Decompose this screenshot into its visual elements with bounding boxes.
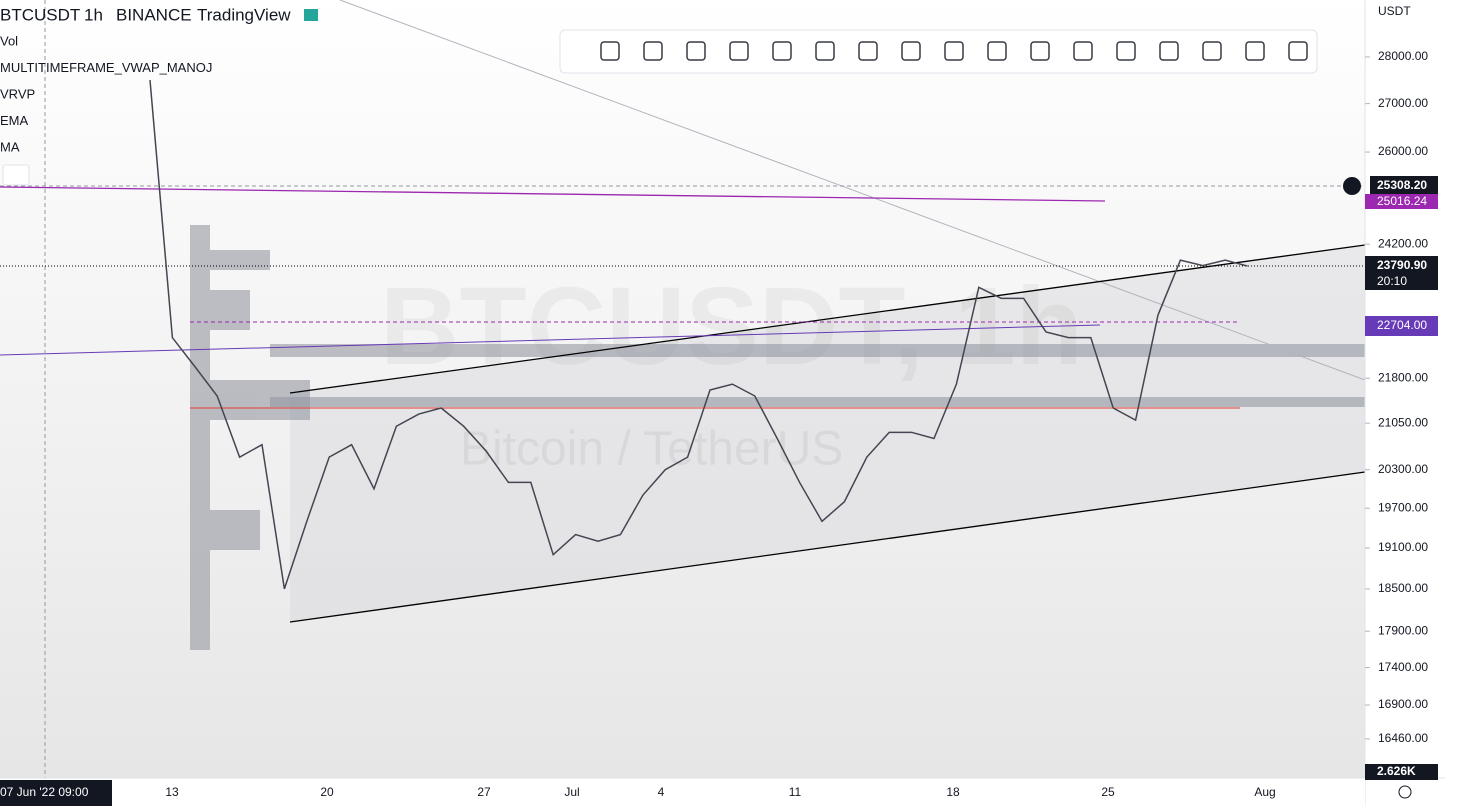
time-axis [0,778,1365,806]
x-tick-label: Jul [564,785,579,799]
y-tick-label: 26000.00 [1378,144,1428,158]
y-tick-label: 20300.00 [1378,462,1428,476]
x-tick-label: 4 [658,785,665,799]
collapse-button[interactable] [2,164,30,186]
tool-icon[interactable] [1202,41,1222,61]
vwap-price: 25016.24 [1377,194,1427,208]
watermark: BTCUSDT, 1h [380,265,1083,388]
trend-line [339,0,1366,381]
y-tick-label: 16900.00 [1378,697,1428,711]
vwap-line [0,186,1106,202]
indicator-label[interactable]: MULTITIMEFRAME_VWAP_MANOJ [0,60,212,75]
y-tick-label: 19100.00 [1378,540,1428,554]
tools [600,41,1308,61]
tag [1365,316,1438,336]
add-button[interactable] [1343,177,1361,195]
zone [270,397,1365,407]
tool-icon[interactable] [643,41,663,61]
platform: TradingView [197,5,291,24]
y-tick-label: 28000.00 [1378,49,1428,63]
channel-upper [289,244,1366,394]
tool-icon[interactable] [600,41,620,61]
y-tick-label: 21050.00 [1378,415,1428,429]
indicator-label[interactable]: Vol [0,33,18,48]
y-tick-label: 17400.00 [1378,660,1428,674]
settings-icon[interactable] [1398,785,1412,799]
tool-icon[interactable] [1116,41,1136,61]
tool-icon[interactable] [772,41,792,61]
volume-tag: 2.626K [1377,764,1416,778]
x-tick-label: 18 [946,785,960,799]
channel-lower [289,471,1366,623]
exchange: BINANCE [116,5,192,24]
zone [270,344,1365,357]
x-tick-label: 25 [1101,785,1115,799]
x-tick-label: 13 [165,785,179,799]
header: BTCUSDT 1h BINANCE TradingView [0,5,318,24]
y-tick-label: 17900.00 [1378,623,1428,637]
tag [1365,194,1438,209]
tool-icon[interactable] [1288,41,1308,61]
tool-icon[interactable] [858,41,878,61]
tool-icon[interactable] [1245,41,1265,61]
drawing-toolbar [559,29,1318,74]
currency[interactable]: USDT [1378,4,1411,18]
indicator-label[interactable]: VRVP [0,86,35,101]
price-axis [1365,0,1445,778]
tool-icon[interactable] [729,41,749,61]
tool-icon[interactable] [901,41,921,61]
indicator-label[interactable]: EMA [0,113,29,128]
y-tick-label: 16460.00 [1378,731,1428,745]
y-tick-label: 27000.00 [1378,96,1428,110]
indicators: Vol MULTITIMEFRAME_VWAP_MANOJ VRVP EMA MA [0,33,212,154]
crosshair-time: 07 Jun '22 09:00 [0,785,89,799]
tool-icon[interactable] [944,41,964,61]
symbol: BTCUSDT [0,5,80,24]
x-tick-label: 11 [789,785,802,799]
last-price: 23790.90 [1377,258,1427,272]
countdown: 20:10 [1377,274,1407,288]
vwap-line [0,324,1101,356]
price-plot [149,80,1248,590]
tool-icon[interactable] [686,41,706,61]
indicator-label[interactable]: MA [0,139,20,154]
channel-fill [290,245,1365,622]
tag [1365,764,1438,780]
flag [304,9,318,21]
y-tick-label: 24200.00 [1378,236,1428,250]
tag [1365,256,1438,290]
crosshair-price: 25308.20 [1377,178,1427,192]
x-tick-label: 27 [477,785,491,799]
interval: 1h [84,5,103,24]
tool-icon[interactable] [1073,41,1093,61]
y-tick-label: 19700.00 [1378,500,1428,514]
tool-icon[interactable] [1159,41,1179,61]
time-tag [0,780,112,806]
level-price: 22704.00 [1377,318,1427,332]
y-tick-label: 21800.00 [1378,370,1428,384]
tool-icon[interactable] [987,41,1007,61]
x-tick-label: Aug [1254,785,1275,799]
tool-icon[interactable] [1030,41,1050,61]
tag [1370,176,1438,196]
price-line [149,80,1248,590]
x-tick-label: 20 [320,785,334,799]
y-axis-ticks: 28000.00 27000.00 26000.00 24200.00 21800.00… [1365,49,1428,745]
watermark-sub: Bitcoin / TetherUS [460,423,843,476]
tool-icon[interactable] [815,41,835,61]
y-tick-label: 18500.00 [1378,581,1428,595]
x-axis-ticks: 13 20 27 Jul 4 11 18 25 Aug [165,785,1275,799]
